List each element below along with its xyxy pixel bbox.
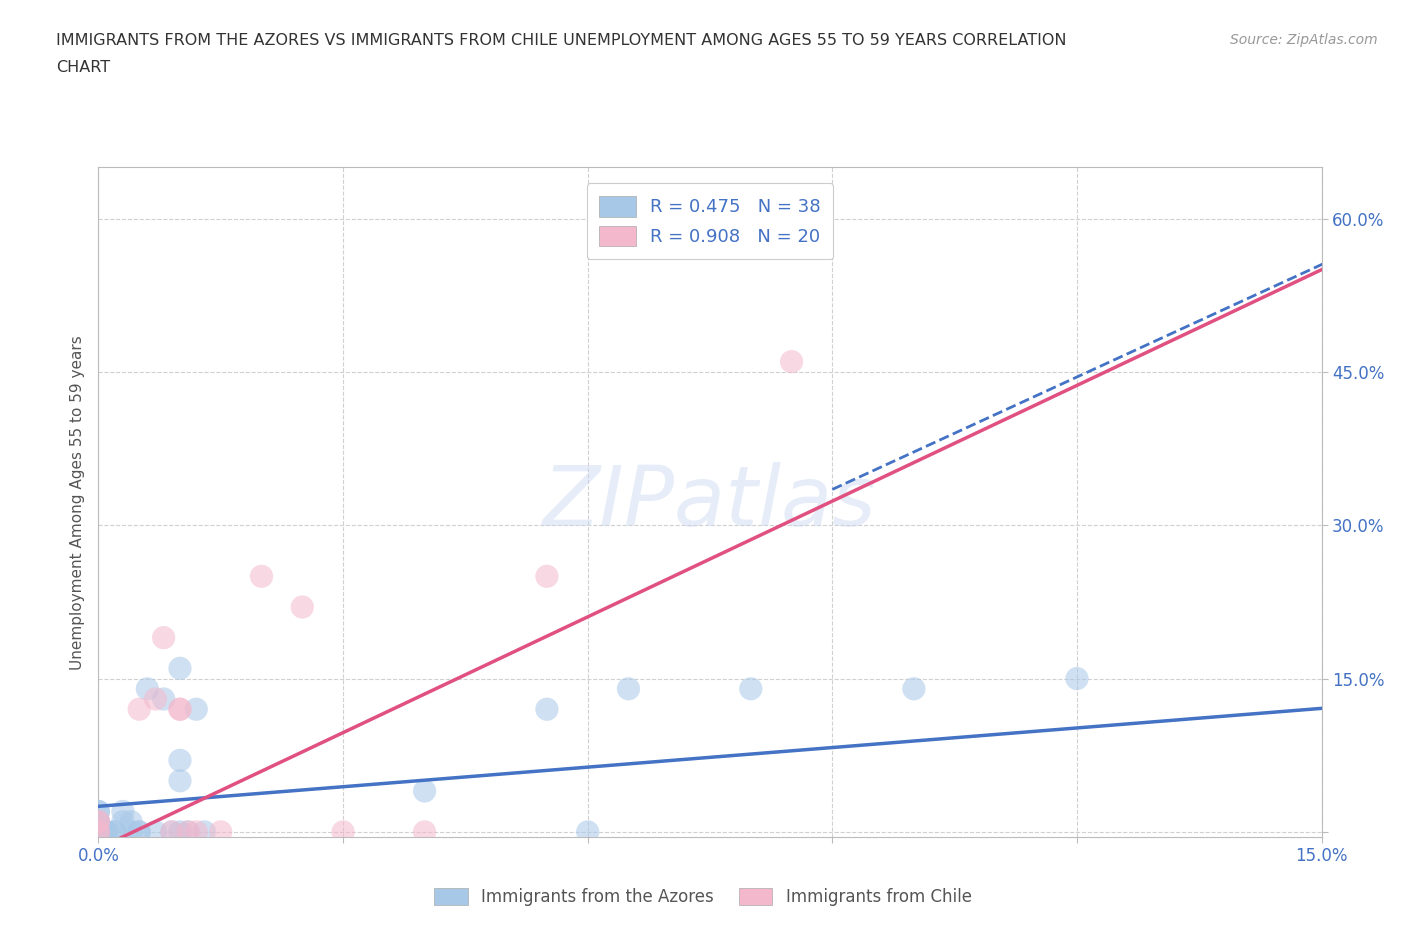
- Point: [145, 692, 167, 707]
- Point: [87, 825, 110, 840]
- Point: [209, 825, 232, 840]
- Point: [413, 784, 436, 799]
- Point: [87, 825, 110, 840]
- Point: [740, 682, 762, 697]
- Point: [617, 191, 640, 206]
- Point: [136, 682, 159, 697]
- Point: [87, 815, 110, 830]
- Text: IMMIGRANTS FROM THE AZORES VS IMMIGRANTS FROM CHILE UNEMPLOYMENT AMONG AGES 55 T: IMMIGRANTS FROM THE AZORES VS IMMIGRANTS…: [56, 33, 1067, 47]
- Point: [111, 815, 134, 830]
- Point: [87, 804, 110, 819]
- Point: [169, 702, 191, 717]
- Point: [87, 815, 110, 830]
- Point: [177, 825, 200, 840]
- Point: [160, 825, 183, 840]
- Point: [128, 825, 150, 840]
- Point: [576, 825, 599, 840]
- Point: [413, 825, 436, 840]
- Text: Source: ZipAtlas.com: Source: ZipAtlas.com: [1230, 33, 1378, 46]
- Point: [96, 825, 118, 840]
- Point: [128, 825, 150, 840]
- Point: [104, 825, 127, 840]
- Point: [1066, 671, 1088, 686]
- Point: [536, 702, 558, 717]
- Point: [536, 569, 558, 584]
- Point: [87, 804, 110, 819]
- Point: [87, 825, 110, 840]
- Point: [169, 753, 191, 768]
- Point: [780, 354, 803, 369]
- Legend: Immigrants from the Azores, Immigrants from Chile: Immigrants from the Azores, Immigrants f…: [427, 881, 979, 912]
- Point: [87, 825, 110, 840]
- Point: [96, 825, 118, 840]
- Point: [104, 825, 127, 840]
- Point: [87, 815, 110, 830]
- Point: [617, 682, 640, 697]
- Point: [120, 815, 142, 830]
- Legend: R = 0.475   N = 38, R = 0.908   N = 20: R = 0.475 N = 38, R = 0.908 N = 20: [586, 183, 834, 259]
- Point: [193, 825, 215, 840]
- Point: [177, 825, 200, 840]
- Text: CHART: CHART: [56, 60, 110, 75]
- Point: [96, 825, 118, 840]
- Point: [186, 825, 208, 840]
- Point: [96, 825, 118, 840]
- Point: [152, 692, 174, 707]
- Point: [87, 825, 110, 840]
- Y-axis label: Unemployment Among Ages 55 to 59 years: Unemployment Among Ages 55 to 59 years: [69, 335, 84, 670]
- Point: [120, 825, 142, 840]
- Point: [169, 661, 191, 676]
- Point: [169, 825, 191, 840]
- Text: ZIPatlas: ZIPatlas: [543, 461, 877, 543]
- Point: [111, 804, 134, 819]
- Point: [332, 825, 354, 840]
- Point: [186, 702, 208, 717]
- Point: [160, 825, 183, 840]
- Point: [128, 702, 150, 717]
- Point: [87, 815, 110, 830]
- Point: [903, 682, 925, 697]
- Point: [152, 631, 174, 645]
- Point: [87, 825, 110, 840]
- Point: [169, 702, 191, 717]
- Point: [250, 569, 273, 584]
- Point: [145, 825, 167, 840]
- Point: [291, 600, 314, 615]
- Point: [169, 774, 191, 789]
